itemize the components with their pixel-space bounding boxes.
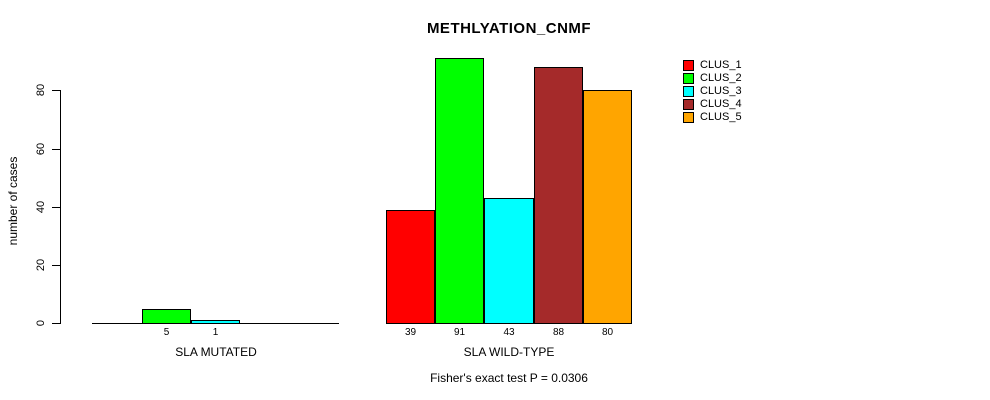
bar-clus_4 [534,67,583,324]
legend-label: CLUS_2 [700,72,742,84]
y-tick-mark [52,90,60,91]
y-tick-label: 80 [35,83,47,97]
chart-title: METHLYATION_CNMF [426,20,592,37]
legend-color-swatch [683,73,694,84]
y-tick-label: 60 [35,142,47,156]
y-tick-mark [52,207,60,208]
legend-label: CLUS_5 [700,111,742,123]
bar-value-label: 91 [453,327,466,338]
bar-value-label: 88 [552,327,565,338]
legend-item: CLUS_2 [683,72,742,85]
legend-color-swatch [683,86,694,97]
bar-value-label: 1 [212,327,219,338]
y-tick-label: 20 [35,258,47,272]
y-tick-mark [52,323,60,324]
legend-color-swatch [683,60,694,71]
legend: CLUS_1 CLUS_2 CLUS_3 CLUS_4 CLUS_5 [683,59,742,124]
legend-item: CLUS_3 [683,85,742,98]
bar-clus_1 [386,210,435,324]
legend-label: CLUS_1 [700,59,742,71]
y-tick-label: 40 [35,200,47,214]
group-label: SLA MUTATED [175,345,257,359]
bar-clus_3 [191,320,240,324]
bar-value-label: 80 [601,327,614,338]
legend-color-swatch [683,99,694,110]
legend-label: CLUS_3 [700,85,742,97]
y-tick-mark [52,149,60,150]
fisher-test-annotation: Fisher's exact test P = 0.0306 [430,371,588,385]
group-label: SLA WILD-TYPE [463,345,555,359]
legend-item: CLUS_1 [683,59,742,72]
bar-clus_2 [142,309,191,324]
y-axis-line [60,90,61,324]
y-tick-mark [52,265,60,266]
legend-color-swatch [683,112,694,123]
bar-value-label: 43 [503,327,515,338]
bar-clus_3 [484,198,534,324]
bar-clus_2 [435,58,484,324]
bar-value-label: 5 [163,327,170,338]
bar-value-label: 39 [404,327,417,338]
legend-item: CLUS_4 [683,98,742,111]
legend-label: CLUS_4 [700,98,742,110]
bar-clus_5 [583,90,632,324]
legend-item: CLUS_5 [683,111,742,124]
y-tick-label: 0 [35,319,47,327]
